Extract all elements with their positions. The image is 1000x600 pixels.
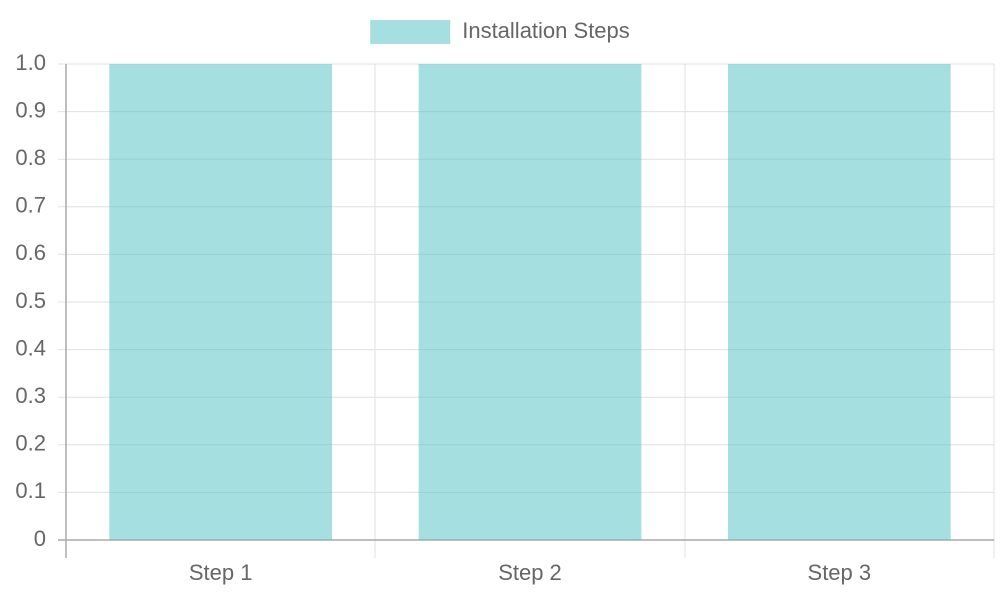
y-tick-label: 0.9 xyxy=(15,97,46,122)
bar xyxy=(109,64,333,540)
x-tick-label: Step 1 xyxy=(189,560,253,585)
y-tick-label: 0.2 xyxy=(15,431,46,456)
y-tick-label: 0.8 xyxy=(15,145,46,170)
x-tick-label: Step 3 xyxy=(808,560,872,585)
bar xyxy=(418,64,642,540)
y-tick-label: 0.5 xyxy=(15,288,46,313)
legend-swatch xyxy=(370,20,451,44)
y-tick-label: 0.6 xyxy=(15,240,46,265)
y-tick-label: 0.1 xyxy=(15,478,46,503)
y-tick-label: 0 xyxy=(34,526,46,551)
bar xyxy=(727,64,951,540)
y-tick-label: 1.0 xyxy=(15,50,46,75)
y-tick-label: 0.4 xyxy=(15,335,46,360)
y-tick-label: 0.7 xyxy=(15,193,46,218)
legend-item: Installation Steps xyxy=(370,18,630,44)
x-tick-label: Step 2 xyxy=(498,560,562,585)
legend-label: Installation Steps xyxy=(462,18,630,43)
y-tick-label: 0.3 xyxy=(15,383,46,408)
